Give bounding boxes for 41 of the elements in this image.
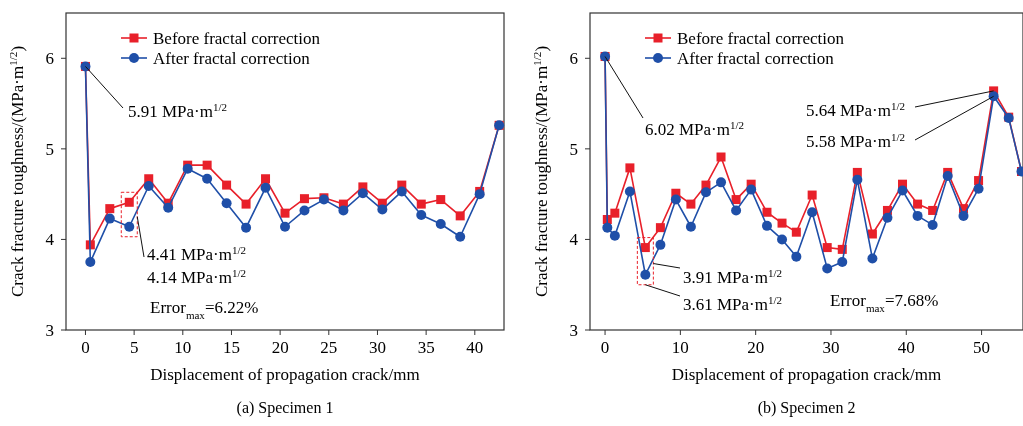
annotation: 5.64 MPa·m$^{1/2}$ — [805, 100, 905, 120]
x-tick-label: 40 — [897, 338, 915, 357]
annotation: 3.61 MPa·m$^{1/2}$ — [683, 294, 783, 314]
y-tick-label: 5 — [45, 139, 54, 159]
x-tick-label: 25 — [320, 338, 338, 357]
x-tick-label: 20 — [747, 338, 765, 357]
annotation: 5.58 MPa·m$^{1/2}$ — [805, 131, 905, 151]
x-tick-label: 35 — [417, 338, 435, 357]
x-tick-label: 30 — [368, 338, 386, 357]
x-tick-label: 20 — [271, 338, 289, 357]
annotation: 4.41 MPa·m$^{1/2}$ — [147, 244, 247, 264]
annotation: 3.91 MPa·m$^{1/2}$ — [683, 267, 783, 287]
annotation: 5.91 MPa·m$^{1/2}$ — [128, 101, 228, 121]
legend-label: Before fractal correction — [153, 29, 321, 48]
y-tick-label: 6 — [45, 49, 54, 69]
x-tick-label: 15 — [222, 338, 240, 357]
x-tick-label: 50 — [973, 338, 991, 357]
y-tick-label: 3 — [45, 321, 54, 340]
legend-label: After fractal correction — [153, 49, 311, 68]
x-axis-title: Displacement of propagation crack/mm — [671, 365, 942, 384]
legend-label: Before fractal correction — [677, 29, 845, 48]
annotation: 4.14 MPa·m$^{1/2}$ — [147, 267, 247, 287]
text: (b) Specimen 2 — [757, 399, 856, 417]
y-tick-label: 5 — [569, 139, 578, 159]
y-tick-label: 3 — [569, 321, 578, 340]
x-tick-label: 0 — [81, 338, 90, 357]
y-tick-label: 4 — [569, 230, 579, 250]
annotation: Error$_{max}$=7.68% — [830, 291, 939, 314]
x-tick-label: 10 — [671, 338, 689, 357]
text: (a) Specimen 1 — [236, 399, 334, 417]
annotation: Error$_{max}$=6.22% — [150, 298, 259, 321]
x-tick-label: 30 — [822, 338, 840, 357]
y-tick-label: 4 — [45, 230, 55, 250]
annotation: 6.02 MPa·m$^{1/2}$ — [645, 119, 745, 139]
x-tick-label: 5 — [129, 338, 139, 357]
x-axis-title: Displacement of propagation crack/mm — [150, 365, 420, 384]
x-tick-label: 10 — [174, 338, 192, 357]
x-tick-label: 0 — [600, 338, 610, 357]
x-tick-label: 40 — [466, 338, 484, 357]
legend-label: After fractal correction — [677, 49, 835, 68]
y-tick-label: 6 — [569, 49, 578, 69]
